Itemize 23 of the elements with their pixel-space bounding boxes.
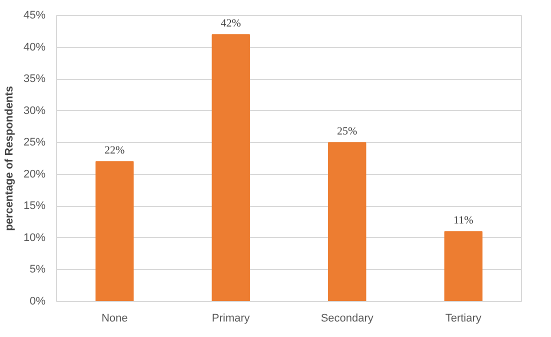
- bar: [444, 231, 482, 302]
- y-tick-label: 30%: [23, 104, 46, 117]
- bar: [328, 142, 366, 302]
- data-label: 42%: [220, 18, 241, 30]
- y-tick-label: 15%: [23, 200, 46, 212]
- bar: [96, 161, 134, 302]
- x-tick-label: Tertiary: [445, 312, 482, 324]
- data-label: 11%: [454, 214, 474, 227]
- y-tick-label: 45%: [23, 10, 46, 22]
- y-tick-label: 10%: [23, 232, 46, 244]
- data-label: 22%: [104, 144, 125, 157]
- bar: [212, 34, 250, 302]
- x-tick-label: Primary: [212, 312, 250, 324]
- data-label: 25%: [337, 126, 358, 138]
- y-tick-label: 0%: [30, 296, 46, 308]
- y-tick-label: 20%: [23, 168, 46, 180]
- x-tick-label: None: [101, 312, 128, 324]
- y-tick-label: 35%: [23, 73, 46, 86]
- y-tick-label: 5%: [30, 264, 46, 276]
- y-axis-title: percentage of Respondents: [3, 86, 16, 231]
- y-tick-label: 25%: [23, 136, 46, 149]
- x-tick-label: Secondary: [320, 312, 374, 324]
- y-tick-label: 40%: [23, 41, 46, 54]
